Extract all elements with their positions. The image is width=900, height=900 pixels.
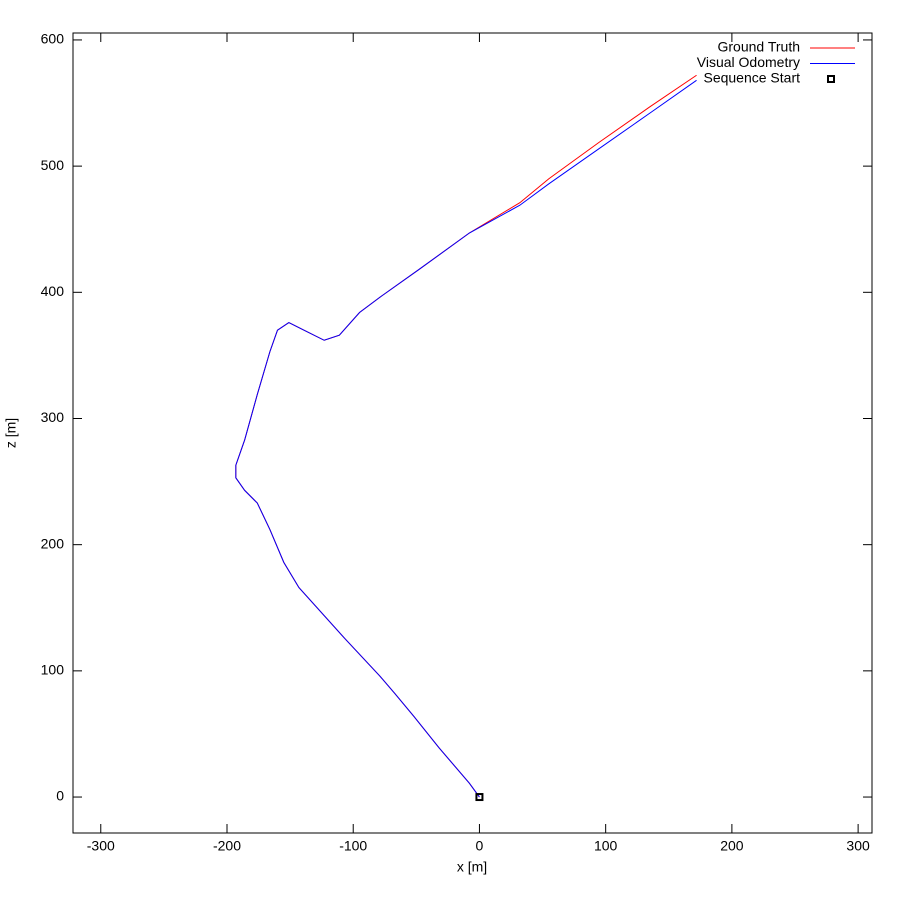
- legend-label: Visual Odometry: [697, 54, 800, 70]
- x-tick-label: 100: [594, 838, 618, 854]
- y-tick-label: 200: [41, 535, 65, 551]
- trajectory-line: [235, 79, 697, 798]
- x-tick-label: 0: [476, 838, 484, 854]
- x-tick-label: 300: [846, 838, 870, 854]
- x-tick-label: -300: [87, 838, 115, 854]
- y-tick-label: 0: [56, 788, 64, 804]
- x-axis-label: x [m]: [457, 859, 487, 875]
- y-tick-label: 500: [41, 157, 65, 173]
- y-tick-label: 100: [41, 662, 65, 678]
- plot-border: [72, 32, 873, 834]
- x-tick-label: 200: [720, 838, 744, 854]
- x-tick-label: -100: [339, 838, 367, 854]
- legend-swatch: [827, 75, 835, 83]
- y-axis-label: z [m]: [3, 418, 19, 448]
- trajectory-line: [235, 74, 697, 798]
- legend-label: Sequence Start: [703, 70, 800, 86]
- x-tick-label: -200: [213, 838, 241, 854]
- y-tick-label: 600: [41, 31, 65, 47]
- y-tick-label: 300: [41, 409, 65, 425]
- legend-label: Ground Truth: [718, 39, 801, 55]
- y-tick-label: 400: [41, 283, 65, 299]
- start-marker: [475, 793, 484, 802]
